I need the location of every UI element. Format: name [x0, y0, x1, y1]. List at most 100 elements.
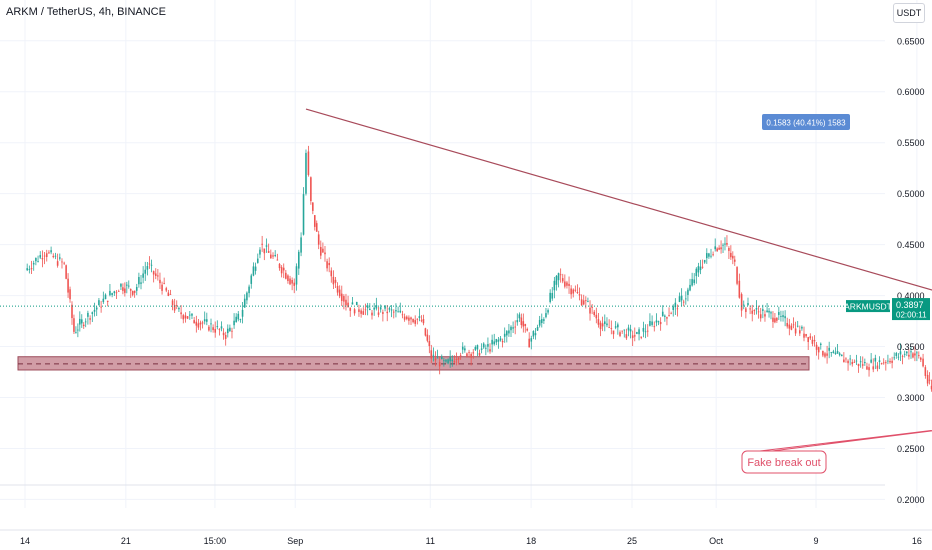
candle-body [146, 266, 149, 270]
candle-body [224, 334, 227, 339]
candle-body [61, 261, 63, 263]
candle-body [297, 251, 300, 269]
candle-body [518, 314, 521, 319]
candle-body [649, 321, 651, 326]
candle-body [813, 340, 816, 342]
candle-body [574, 289, 577, 291]
candle-body [332, 276, 335, 285]
candle-body [144, 269, 147, 274]
price-tick-label: 0.4500 [897, 240, 925, 250]
candle-body [274, 254, 276, 257]
candle-body [464, 348, 466, 351]
candle-body [843, 359, 845, 363]
candle-body [201, 322, 204, 324]
currency-button[interactable]: USDT [893, 3, 925, 23]
candle-body [836, 350, 839, 354]
candle-body [291, 279, 293, 284]
candle-body [466, 353, 468, 357]
candle-body [282, 267, 285, 271]
symbol-badge-label: ARKMUSDT [844, 302, 892, 312]
candle-body [75, 332, 77, 334]
candle-body [780, 316, 782, 317]
candle-body [178, 307, 180, 310]
candle-body [175, 305, 178, 307]
candle-body [375, 305, 378, 309]
candle-body [142, 273, 144, 278]
candle-body [561, 278, 564, 282]
candle-body [35, 257, 37, 262]
measure-label: 0.1583 (40.41%) 1583 [766, 119, 846, 128]
candle-body [868, 367, 870, 371]
candle-body [625, 334, 628, 339]
candle-body [135, 286, 138, 291]
candle-body [28, 269, 31, 270]
candle-body [689, 284, 691, 291]
candle-body [485, 347, 487, 349]
candle-body [644, 331, 647, 333]
time-tick-label: 21 [121, 536, 131, 546]
candle-body [828, 347, 830, 351]
candle-body [98, 300, 100, 306]
candle-body [73, 318, 75, 332]
candle-body [559, 274, 562, 276]
candle-body [338, 289, 341, 297]
candle-body [26, 268, 28, 271]
candle-body [682, 301, 685, 303]
candle-body [161, 284, 163, 291]
candle-body [811, 339, 814, 344]
candle-body [593, 311, 596, 316]
candle-body [757, 311, 760, 313]
candle-body [733, 259, 736, 262]
candle-body [310, 177, 312, 202]
candle-body [210, 323, 212, 325]
candle-body [131, 291, 134, 295]
candle-body [564, 281, 566, 287]
candle-body [807, 337, 809, 343]
candle-body [324, 252, 326, 255]
candle-body [549, 292, 551, 303]
candle-body [250, 275, 253, 284]
candle-body [322, 248, 324, 253]
candle-body [30, 268, 33, 270]
candle-body [384, 305, 386, 309]
time-tick-label: 14 [20, 536, 30, 546]
candle-body [206, 319, 208, 322]
price-tick-label: 0.5000 [897, 189, 925, 199]
candle-body [315, 223, 318, 232]
candle-body [358, 309, 360, 312]
candle-body [557, 273, 560, 281]
candle-body [138, 277, 140, 285]
candle-body [493, 341, 496, 345]
price-tick-label: 0.3000 [897, 393, 925, 403]
candle-body [459, 355, 462, 357]
candle-body [603, 321, 606, 325]
candle-body [451, 359, 454, 362]
candle-body [480, 348, 483, 350]
candle-body [87, 312, 89, 317]
candle-body [472, 352, 475, 354]
candle-body [343, 296, 345, 302]
candle-body [418, 316, 421, 318]
countdown: 02:00:11 [896, 311, 927, 320]
price-tick-label: 0.2000 [897, 495, 925, 505]
candle-body [388, 308, 391, 310]
candle-body [646, 330, 649, 332]
candle-body [373, 307, 375, 310]
candle-body [714, 246, 716, 250]
candle-body [580, 299, 583, 305]
candle-body [470, 354, 472, 358]
candle-body [317, 234, 320, 245]
candle-body [516, 320, 519, 323]
candle-body [685, 298, 687, 300]
candle-body [870, 359, 872, 363]
candle-body [570, 288, 572, 295]
candle-body [195, 321, 198, 326]
candle-body [885, 362, 887, 364]
candle-body [745, 308, 747, 312]
candle-body [497, 339, 500, 342]
candle-body [857, 363, 860, 367]
candle-body [285, 272, 287, 279]
candle-body [449, 356, 451, 362]
candle-body [636, 332, 638, 334]
